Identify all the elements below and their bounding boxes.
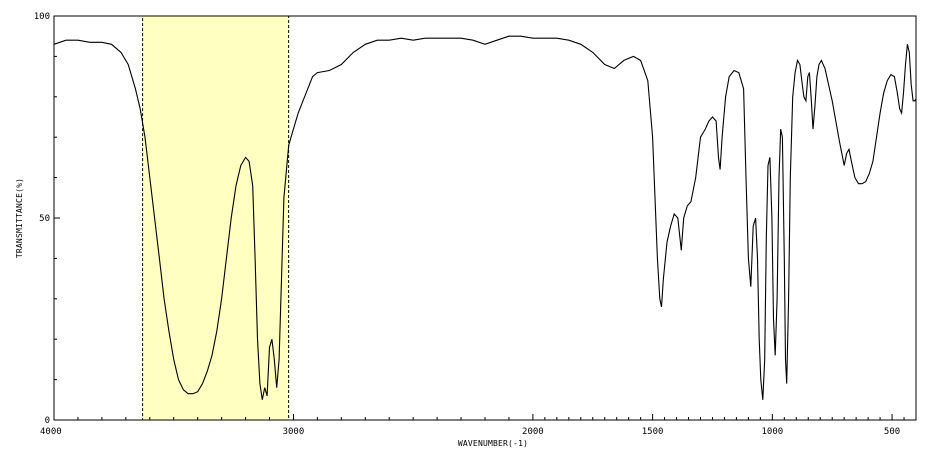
- highlight-region: [142, 15, 290, 421]
- x-axis-ticks: 4000 3000 2000 1500 1000 500: [40, 414, 917, 437]
- x-tick-label: 2000: [522, 427, 544, 437]
- spectrum-line: [53, 35, 917, 400]
- x-tick-label: 4000: [40, 427, 62, 437]
- x-tick-label: 1000: [761, 427, 783, 437]
- x-tick-label: 500: [884, 427, 900, 437]
- y-tick-label: 50: [39, 214, 50, 224]
- y-tick-label: 100: [34, 12, 50, 22]
- x-axis-title: WAVENUMBER(-1): [458, 439, 528, 448]
- x-tick-label: 1500: [642, 427, 664, 437]
- y-tick-label: 0: [45, 416, 50, 426]
- y-axis-title: TRANSMITTANCE(%): [15, 178, 24, 258]
- x-tick-label: 3000: [283, 427, 305, 437]
- y-axis-ticks: 0 50 100: [34, 12, 60, 426]
